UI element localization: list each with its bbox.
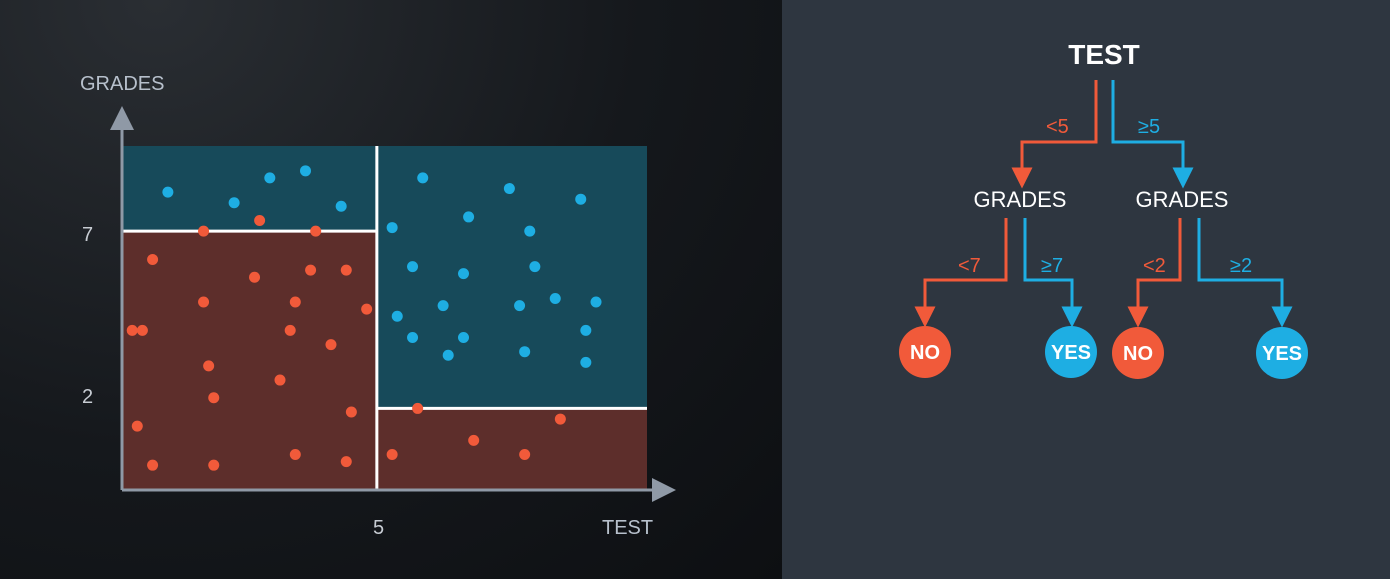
point-yes-6 bbox=[503, 183, 515, 195]
point-no-24 bbox=[468, 434, 480, 446]
point-yes-3 bbox=[299, 165, 311, 177]
point-no-20 bbox=[208, 459, 220, 471]
point-yes-21 bbox=[580, 324, 592, 336]
leaf-yes-2-label: YES bbox=[1262, 343, 1302, 365]
point-no-4 bbox=[136, 324, 148, 336]
tree-root-node: TEST bbox=[1068, 39, 1140, 70]
point-no-7 bbox=[305, 264, 317, 276]
point-yes-16 bbox=[549, 292, 561, 304]
edge-root-left bbox=[1011, 80, 1098, 189]
decision-regions bbox=[122, 146, 647, 490]
point-no-13 bbox=[325, 339, 337, 351]
edge-right-no bbox=[1127, 218, 1182, 328]
point-yes-18 bbox=[391, 310, 403, 322]
tree-node-grades-right: GRADES bbox=[1136, 187, 1229, 212]
point-no-14 bbox=[361, 303, 373, 315]
point-no-25 bbox=[519, 449, 531, 461]
point-no-3 bbox=[310, 225, 322, 237]
point-no-9 bbox=[289, 296, 301, 308]
leaf-no-2-label: NO bbox=[1123, 343, 1153, 365]
point-no-17 bbox=[131, 420, 143, 432]
point-yes-12 bbox=[458, 268, 470, 280]
decision-tree: TEST <5 ≥5 GRADES GRADES <7 ≥7 <2 ≥2 NO … bbox=[899, 39, 1308, 379]
leaf-no-1 bbox=[899, 326, 951, 378]
data-points bbox=[126, 165, 602, 471]
scatter-plot: GRADES TEST 7 2 5 bbox=[80, 73, 676, 539]
point-yes-7 bbox=[575, 193, 587, 205]
point-yes-13 bbox=[529, 261, 541, 273]
point-yes-19 bbox=[407, 332, 419, 344]
point-yes-22 bbox=[442, 349, 454, 361]
point-no-26 bbox=[554, 413, 566, 425]
point-no-21 bbox=[289, 449, 301, 461]
region-no-1 bbox=[122, 231, 377, 490]
point-no-23 bbox=[412, 402, 424, 414]
point-no-22 bbox=[340, 456, 352, 468]
leaf-yes-1 bbox=[1045, 326, 1097, 378]
point-yes-15 bbox=[514, 300, 526, 312]
point-no-6 bbox=[249, 271, 261, 283]
tree-node-grades-left: GRADES bbox=[974, 187, 1067, 212]
edge-label-ge2: ≥2 bbox=[1230, 255, 1252, 277]
region-yes-0 bbox=[122, 146, 377, 232]
point-yes-9 bbox=[524, 225, 536, 237]
point-yes-24 bbox=[580, 356, 592, 368]
y-axis-label: GRADES bbox=[80, 73, 164, 95]
point-no-27 bbox=[386, 449, 398, 461]
point-yes-2 bbox=[264, 172, 276, 184]
edge-root-right bbox=[1111, 80, 1194, 189]
leaf-yes-1-label: YES bbox=[1051, 342, 1091, 364]
edge-label-lt5: <5 bbox=[1046, 116, 1069, 138]
point-no-2 bbox=[254, 214, 266, 226]
point-yes-23 bbox=[519, 346, 531, 358]
x-axis-label: TEST bbox=[602, 517, 653, 539]
point-yes-5 bbox=[417, 172, 429, 184]
point-yes-10 bbox=[386, 222, 398, 234]
point-no-19 bbox=[147, 459, 159, 471]
leaf-no-2 bbox=[1112, 327, 1164, 379]
point-yes-8 bbox=[463, 211, 475, 223]
leaf-no-1-label: NO bbox=[910, 342, 940, 364]
point-no-5 bbox=[198, 296, 210, 308]
point-yes-4 bbox=[335, 200, 347, 212]
edge-left-no bbox=[914, 218, 1008, 328]
point-no-12 bbox=[284, 324, 296, 336]
point-no-1 bbox=[198, 225, 210, 237]
edge-label-ge7: ≥7 bbox=[1041, 255, 1063, 277]
y-tick-2: 2 bbox=[82, 386, 93, 408]
point-yes-0 bbox=[162, 186, 174, 198]
edge-label-ge5: ≥5 bbox=[1138, 116, 1160, 138]
point-yes-14 bbox=[437, 300, 449, 312]
y-tick-7: 7 bbox=[82, 224, 93, 246]
point-yes-20 bbox=[458, 332, 470, 344]
point-yes-11 bbox=[407, 261, 419, 273]
point-no-10 bbox=[126, 324, 138, 336]
leaf-yes-2 bbox=[1256, 327, 1308, 379]
point-no-16 bbox=[274, 374, 286, 386]
region-no-3 bbox=[376, 408, 647, 490]
edge-label-lt2: <2 bbox=[1143, 255, 1166, 277]
point-yes-17 bbox=[590, 296, 602, 308]
x-tick-5: 5 bbox=[373, 517, 384, 539]
edge-left-yes bbox=[1023, 218, 1083, 328]
point-no-8 bbox=[340, 264, 352, 276]
point-no-0 bbox=[147, 253, 159, 265]
point-no-15 bbox=[208, 392, 220, 404]
point-no-11 bbox=[203, 360, 215, 372]
point-yes-1 bbox=[228, 197, 240, 209]
edge-right-yes bbox=[1197, 218, 1293, 328]
point-no-18 bbox=[345, 406, 357, 418]
tree-panel bbox=[782, 0, 1390, 579]
edge-label-lt7: <7 bbox=[958, 255, 981, 277]
